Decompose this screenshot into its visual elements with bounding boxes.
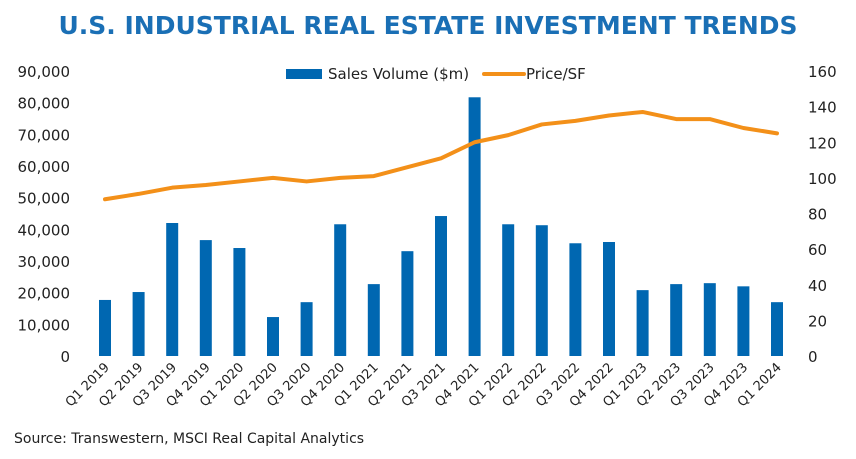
sales-volume-bar	[636, 290, 649, 356]
left-axis-tick: 0	[60, 348, 70, 366]
sales-volume-bar	[468, 97, 481, 357]
price-sf-line	[103, 109, 779, 202]
sales-volume-bar	[132, 292, 145, 356]
left-axis-tick: 40,000	[18, 221, 71, 239]
left-axis-tick: 70,000	[18, 126, 71, 144]
legend-label-sales-volume: Sales Volume ($m)	[328, 65, 469, 83]
left-axis-tick: 20,000	[18, 285, 71, 303]
sales-volume-bar	[670, 284, 683, 356]
right-axis-tick: 140	[808, 99, 837, 117]
legend-label-price-sf: Price/SF	[526, 65, 586, 83]
right-axis-tick: 20	[808, 312, 827, 330]
sales-volume-bar	[435, 216, 447, 356]
right-axis-tick: 40	[808, 277, 827, 295]
sales-volume-bar	[300, 302, 313, 356]
sales-volume-bar	[569, 243, 582, 356]
sales-volume-bar	[401, 251, 414, 356]
sales-volume-bar	[267, 317, 279, 356]
sales-volume-bar	[703, 283, 716, 356]
right-axis-tick: 100	[808, 170, 837, 188]
right-axis-tick: 120	[808, 134, 837, 152]
sales-volume-bar	[199, 240, 212, 356]
right-axis-tick: 0	[808, 348, 818, 366]
legend-swatch-sales-volume	[286, 69, 322, 79]
right-axis-tick: 80	[808, 206, 827, 224]
right-axis-tick: 60	[808, 241, 827, 259]
left-axis-tick: 80,000	[18, 95, 71, 113]
left-axis-tick: 90,000	[18, 63, 71, 81]
sales-volume-bar	[771, 302, 783, 356]
sales-volume-bar	[535, 225, 548, 356]
sales-volume-bar	[603, 242, 615, 356]
left-axis-tick: 30,000	[18, 253, 71, 271]
sales-volume-bar	[99, 299, 111, 356]
sales-volume-bar	[502, 224, 515, 356]
chart-title: U.S. INDUSTRIAL REAL ESTATE INVESTMENT T…	[58, 11, 797, 40]
left-axis-tick: 60,000	[18, 158, 71, 176]
left-axis-tick: 50,000	[18, 190, 71, 208]
legend: Sales Volume ($m) Price/SF	[286, 65, 586, 83]
source-note: Source: Transwestern, MSCI Real Capital …	[14, 431, 364, 447]
sales-volume-bar	[166, 223, 179, 356]
sales-volume-bar	[367, 284, 380, 356]
left-axis-tick: 10,000	[18, 316, 71, 334]
right-axis-tick: 160	[808, 63, 837, 81]
sales-volume-bar	[737, 286, 750, 356]
sales-volume-bar	[334, 224, 347, 356]
sales-volume-bar	[233, 248, 246, 356]
